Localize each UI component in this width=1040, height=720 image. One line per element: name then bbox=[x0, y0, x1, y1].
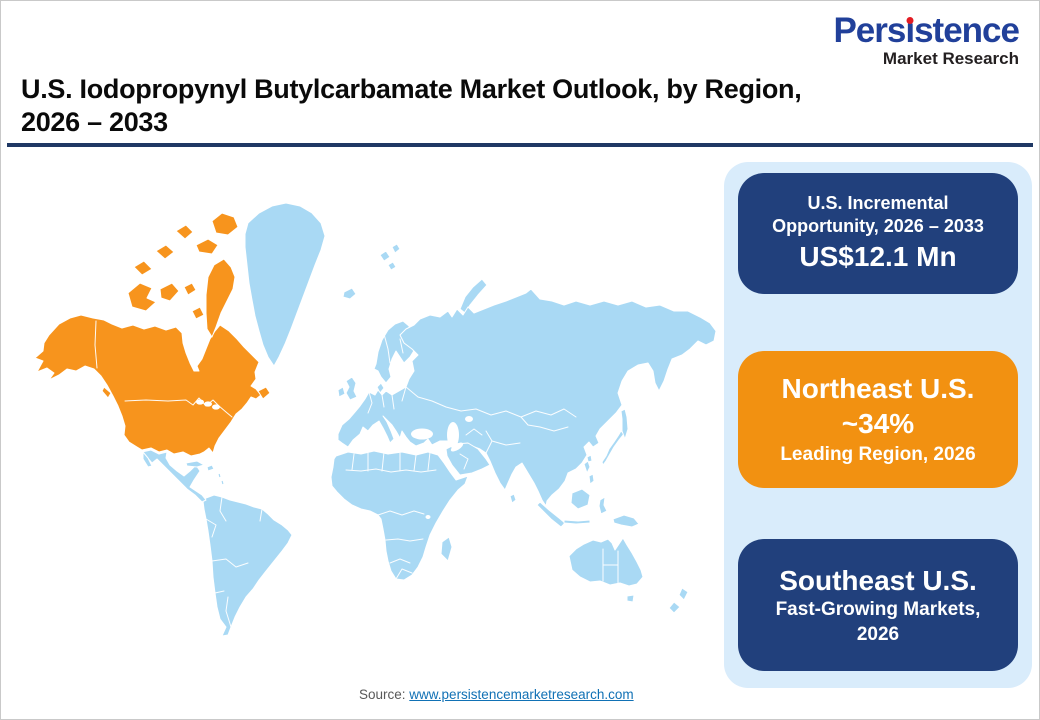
title-divider bbox=[7, 143, 1033, 147]
world-map-container bbox=[16, 159, 721, 704]
mexico-central-america bbox=[141, 449, 207, 503]
australia bbox=[568, 537, 644, 587]
card-value: US$12.1 Mn bbox=[799, 241, 957, 273]
card-title: Southeast U.S. bbox=[779, 564, 977, 596]
card-value: ~34% bbox=[841, 408, 915, 440]
source-label: Source: bbox=[359, 687, 406, 702]
card-us-incremental-opportunity: U.S. Incremental Opportunity, 2026 – 203… bbox=[738, 173, 1018, 294]
card-subtitle: Fast-Growing Markets, 2026 bbox=[775, 598, 981, 645]
brand-logo-red-dot-i: ı bbox=[905, 11, 915, 50]
south-america bbox=[202, 494, 293, 637]
stats-panel: U.S. Incremental Opportunity, 2026 – 203… bbox=[724, 162, 1032, 688]
card-title: U.S. Incremental Opportunity, 2026 – 203… bbox=[772, 192, 984, 237]
world-map bbox=[34, 202, 717, 637]
inland-seas bbox=[411, 416, 473, 519]
page-title-line1: U.S. Iodopropynyl Butylcarbamate Market … bbox=[21, 74, 802, 104]
page-title: U.S. Iodopropynyl Butylcarbamate Market … bbox=[21, 73, 802, 139]
africa bbox=[330, 450, 469, 581]
brand-logo: Persıstence Market Research bbox=[833, 11, 1020, 68]
card-northeast-us: Northeast U.S. ~34% Leading Region, 2026 bbox=[738, 351, 1018, 488]
card-southeast-us: Southeast U.S. Fast-Growing Markets, 202… bbox=[738, 539, 1018, 671]
north-america-highlighted-region bbox=[34, 212, 271, 457]
greenland bbox=[244, 202, 326, 367]
source-line: Source: www.persistencemarketresearch.co… bbox=[359, 687, 634, 702]
country-borders bbox=[205, 333, 619, 628]
card-title: Northeast U.S. bbox=[781, 373, 975, 405]
source-link[interactable]: www.persistencemarketresearch.com bbox=[409, 687, 634, 702]
brand-logo-part1: Pers bbox=[833, 11, 906, 50]
page-title-line2: 2026 – 2033 bbox=[21, 106, 168, 137]
card-subtitle: Leading Region, 2026 bbox=[780, 443, 976, 465]
brand-logo-wordmark: Persıstence bbox=[833, 11, 1020, 50]
world-landmasses bbox=[141, 202, 717, 637]
brand-logo-part2: stence bbox=[914, 11, 1020, 50]
brand-logo-subtitle: Market Research bbox=[882, 49, 1019, 68]
eurasia bbox=[337, 288, 717, 507]
